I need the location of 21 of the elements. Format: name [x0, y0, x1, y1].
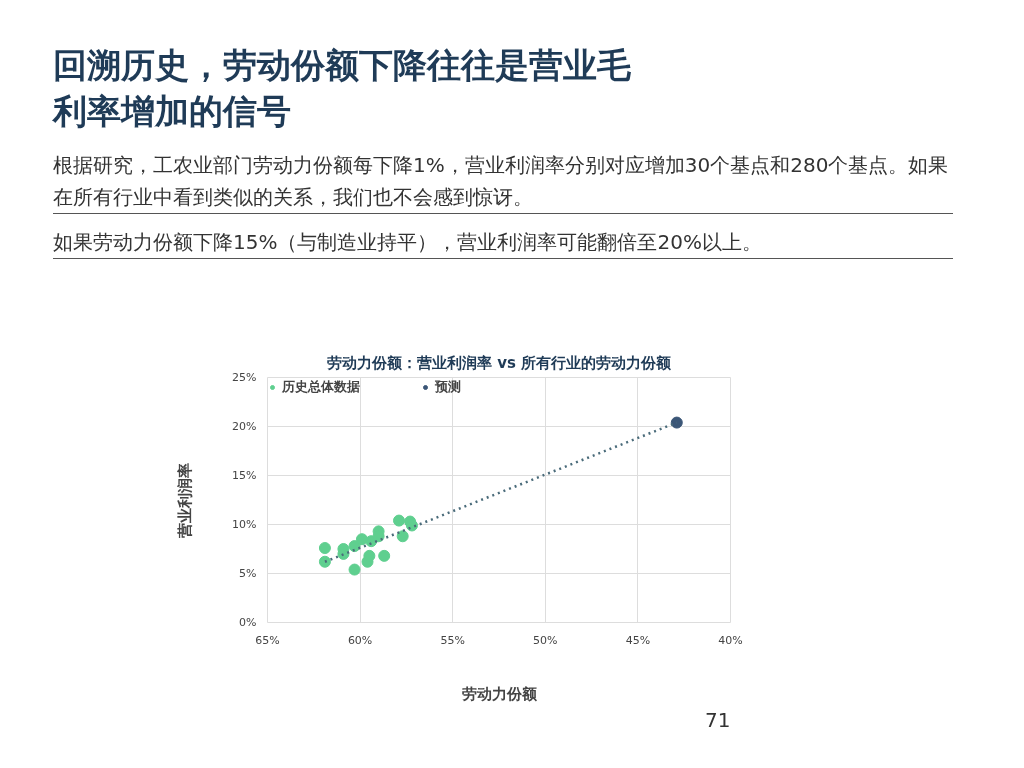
x-tick-label: 60% — [347, 633, 373, 647]
y-tick-label: 10% — [232, 518, 257, 531]
x-axis-title: 劳动力份额 — [461, 684, 538, 703]
y-tick-label: 20% — [232, 420, 257, 433]
text: 根据研究，工农业部门劳动力份额每下降1%，营业利润率分别对应增加30个基点和280个基点。如果在所有行业中看到类似的关系，我们也不会感到惊讶。 — [53, 148, 953, 214]
legend-label: 预测 — [435, 378, 461, 396]
y-tick-label: 5% — [239, 567, 257, 580]
x-tick-label: 55% — [440, 633, 465, 647]
y-tick-label: 25% — [232, 371, 257, 384]
x-tick-label: 40% — [718, 633, 743, 647]
y-tick-label: 0% — [239, 616, 257, 629]
x-tick-label: 50% — [533, 633, 558, 647]
chart-title: 劳动力份额：营业利润率 vs 所有行业的劳动力份额 — [326, 353, 673, 372]
y-axis-title: 营业利润率 — [176, 462, 195, 539]
y-tick-label: 15% — [232, 469, 257, 482]
text: 如果劳动力份额下降15%（与制造业持平），营业利润率可能翻倍至20%以上。 — [53, 225, 953, 259]
legend-label: 历史总体数据 — [282, 378, 360, 396]
text: 71 — [705, 707, 731, 732]
x-tick-label: 65% — [255, 633, 280, 647]
x-tick-label: 45% — [625, 633, 651, 647]
chart-subtitle: 回溯历史，劳动份额下降往往是营业毛利率增加的信号 — [53, 44, 632, 133]
